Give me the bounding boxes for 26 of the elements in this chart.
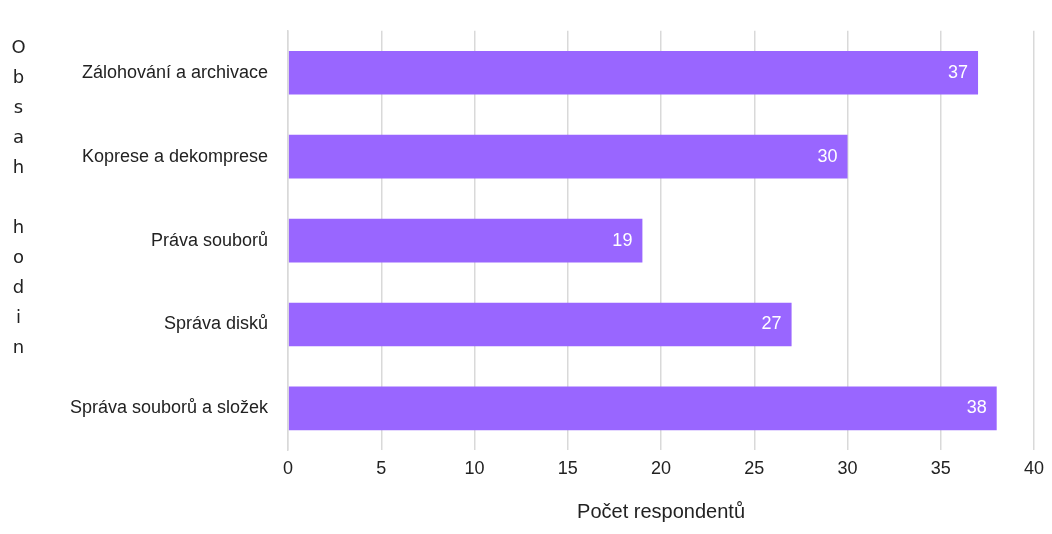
data-label: 38 <box>966 397 987 418</box>
bar <box>288 302 792 347</box>
x-tick-label: 35 <box>930 458 951 479</box>
x-tick-label: 0 <box>283 458 294 479</box>
bar <box>288 50 979 95</box>
bar <box>288 134 848 179</box>
x-tick-label: 40 <box>1023 458 1044 479</box>
data-label: 30 <box>817 145 838 166</box>
x-tick-label: 10 <box>464 458 485 479</box>
x-tick-label: 15 <box>557 458 578 479</box>
x-axis-title: Počet respondentů <box>577 499 745 522</box>
x-tick-label: 5 <box>376 458 387 479</box>
x-tick-label: 25 <box>744 458 765 479</box>
data-label: 37 <box>948 61 969 82</box>
bar <box>288 386 997 431</box>
data-label: 19 <box>612 229 633 250</box>
y-tick-label: Správa souborů a složek <box>69 397 270 418</box>
bar <box>288 218 643 263</box>
y-tick-label: Koprese a dekomprese <box>82 145 269 166</box>
y-tick-label: Správa disků <box>164 313 269 334</box>
x-tick-label: 20 <box>651 458 672 479</box>
x-tick-label: 30 <box>837 458 858 479</box>
y-axis-title: Obsah hodin <box>7 36 30 366</box>
data-label: 27 <box>761 313 782 334</box>
y-tick-label: Práva souborů <box>151 229 269 250</box>
y-tick-label: Zálohování a archivace <box>82 61 269 82</box>
